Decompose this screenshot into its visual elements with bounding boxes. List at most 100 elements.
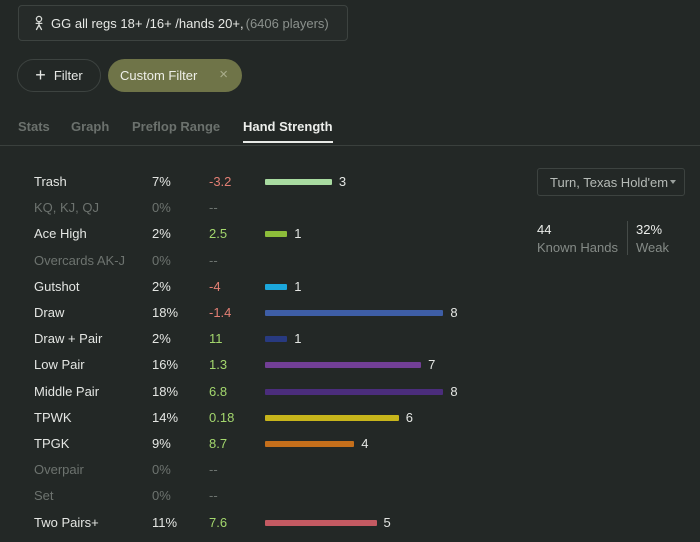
hand-strength-row: Overpair 0% -- — [0, 457, 520, 483]
hand-category-label: Gutshot — [34, 278, 80, 294]
hand-value: -4 — [209, 278, 221, 294]
hand-value: -1.4 — [209, 305, 232, 320]
hand-value: -- — [209, 200, 218, 216]
hand-frequency: 0% — [152, 488, 171, 504]
hand-frequency: 0% — [152, 200, 171, 216]
hand-category-label: Draw — [34, 305, 65, 320]
hand-strength-row: Middle Pair 18% 6.8 8 — [0, 379, 520, 405]
hand-strength-row: Ace High 2% 2.5 1 — [0, 221, 520, 247]
weak-label: Weak — [636, 240, 669, 255]
hand-strength-row: Low Pair 16% 1.3 7 — [0, 352, 520, 378]
hand-count: 1 — [294, 278, 302, 294]
hand-count-bar — [265, 283, 288, 290]
hand-count-bar — [265, 310, 444, 316]
player-pool-selector[interactable]: GG all regs 18+ /16+ /hands 20+, (6406 p… — [18, 5, 348, 41]
hand-category-label: Draw + Pair — [34, 331, 103, 347]
pool-name: GG all regs 18+ /16+ /hands 20+ — [51, 15, 240, 31]
active-tab-indicator — [243, 141, 333, 143]
hand-strength-row: Draw 18% -1.4 8 — [0, 300, 520, 326]
street-game-select[interactable]: Turn, Texas Hold'em — [537, 168, 685, 196]
hand-count-bar — [265, 441, 355, 447]
hand-category-label: Low Pair — [34, 357, 85, 373]
custom-filter-chip[interactable]: Custom Filter × — [108, 59, 242, 92]
hand-count-bar — [265, 362, 422, 369]
hand-count: 5 — [383, 514, 391, 530]
hand-frequency: 18% — [152, 383, 179, 399]
tab-graph[interactable]: Graph — [71, 119, 110, 134]
hand-value: 6.8 — [209, 383, 228, 399]
hand-category-label: Overpair — [34, 462, 84, 478]
hand-category-label: TPGK — [34, 436, 70, 451]
hand-value: 11 — [209, 331, 223, 347]
hand-strength-row: KQ, KJ, QJ 0% -- — [0, 195, 520, 221]
hand-strength-row: Set 0% -- — [0, 483, 520, 509]
tab-preflop-range[interactable]: Preflop Range — [132, 119, 221, 134]
hand-strength-row: Gutshot 2% -4 1 — [0, 274, 520, 300]
hand-category-label: KQ, KJ, QJ — [34, 200, 100, 216]
hand-frequency: 16% — [152, 357, 179, 373]
hand-frequency: 0% — [152, 462, 171, 478]
hand-frequency: 14% — [152, 409, 179, 425]
hand-frequency: 11% — [152, 514, 178, 530]
hand-count: 1 — [294, 331, 302, 347]
add-filter-label: Filter — [53, 68, 83, 83]
known-hands-value: 44 — [537, 222, 552, 237]
hand-value: 0.18 — [209, 409, 235, 425]
tab-hand-strength[interactable]: Hand Strength — [243, 119, 333, 134]
hand-frequency: 0% — [152, 252, 171, 268]
hand-value: 2.5 — [209, 226, 228, 242]
hand-value: 7.6 — [209, 514, 228, 530]
hand-category-label: Trash — [34, 174, 67, 189]
hand-strength-row: TPWK 14% 0.18 6 — [0, 405, 520, 431]
custom-filter-label: Custom Filter — [120, 68, 198, 83]
hand-count: 7 — [428, 357, 436, 373]
hand-count-bar — [265, 388, 444, 395]
hand-count-bar — [265, 414, 399, 421]
hand-value: -- — [209, 488, 218, 504]
hand-category-label: Ace High — [34, 226, 87, 242]
hand-count: 4 — [361, 436, 369, 451]
hand-value: 1.3 — [209, 357, 228, 373]
weak-value: 32% — [636, 222, 663, 237]
hand-count: 8 — [450, 383, 458, 399]
hand-value: -- — [209, 462, 218, 478]
street-game-value: Turn, Texas Hold'em — [550, 174, 669, 190]
hand-strength-row: Draw + Pair 2% 11 1 — [0, 326, 520, 352]
hand-category-label: Middle Pair — [34, 383, 100, 399]
hand-count-bar — [265, 336, 288, 343]
hand-strength-row: Two Pairs+ 11% 7.6 5 — [0, 510, 520, 536]
hand-count: 6 — [405, 409, 414, 425]
hand-frequency: 9% — [152, 436, 171, 451]
hand-count: 1 — [294, 226, 302, 242]
hand-count-bar — [265, 179, 332, 185]
hand-value: 8.7 — [209, 436, 228, 451]
hand-strength-row: TPGK 9% 8.7 4 — [0, 431, 520, 457]
hand-category-label: TPWK — [34, 409, 72, 425]
summary-divider — [627, 221, 628, 255]
hand-strength-row: Overcards AK-J 0% -- — [0, 248, 520, 274]
hand-category-label: Two Pairs+ — [34, 514, 99, 530]
plus-icon: + — [35, 64, 46, 85]
hand-count-bar — [265, 519, 377, 526]
known-hands-label: Known Hands — [537, 240, 618, 255]
hand-count-bar — [265, 231, 288, 238]
tab-bar: Stats Graph Preflop Range Hand Strength — [0, 110, 700, 146]
pool-separator: , — [240, 15, 244, 31]
hand-strength-row: Trash 7% -3.2 3 — [0, 169, 520, 195]
hand-frequency: 2% — [152, 331, 171, 347]
hand-count: 8 — [450, 305, 458, 320]
hand-value: -3.2 — [209, 174, 232, 189]
hand-category-label: Overcards AK-J — [34, 252, 126, 268]
hand-value: -- — [209, 252, 218, 268]
hand-frequency: 2% — [152, 278, 171, 294]
player-icon — [35, 15, 43, 31]
hand-count: 3 — [338, 174, 347, 189]
hand-category-label: Set — [34, 488, 54, 504]
hand-frequency: 18% — [152, 305, 179, 320]
pool-player-count: (6406 players) — [245, 15, 329, 31]
hand-frequency: 7% — [152, 174, 171, 189]
hand-frequency: 2% — [152, 226, 171, 242]
close-icon[interactable]: × — [219, 66, 228, 83]
add-filter-button[interactable]: + Filter — [17, 59, 101, 92]
tab-stats[interactable]: Stats — [18, 119, 50, 134]
